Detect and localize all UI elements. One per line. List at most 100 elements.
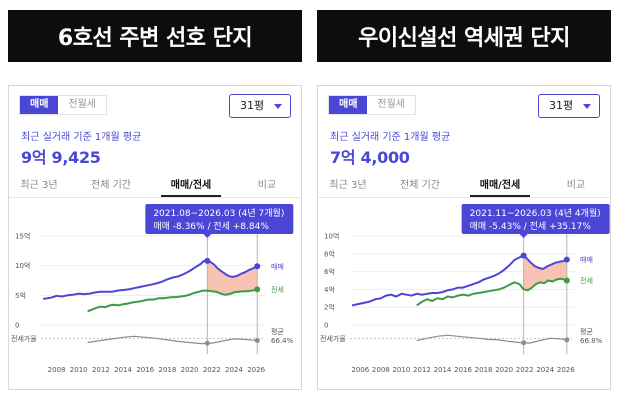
sale-legend-label: 매매	[271, 263, 284, 271]
segment-rent-button[interactable]: 전월세	[367, 96, 416, 114]
tooltip-change: 매매 -8.36% / 전세 +8.84%	[153, 221, 269, 232]
tab-compare[interactable]: 비교	[566, 180, 586, 191]
ratio-average-label: 평균	[271, 327, 284, 336]
gap-area	[523, 255, 567, 291]
tooltip-pointer	[519, 234, 528, 238]
x-tick-label: 2024	[225, 366, 243, 374]
active-tab-underline	[470, 195, 530, 197]
sale-line	[43, 259, 259, 300]
jeonse-line	[416, 277, 568, 307]
y-tick-label: 6억	[324, 268, 335, 276]
tab-divider	[318, 197, 610, 198]
period-tooltip: 2021.08~2026.03 (4년 7개월) 매매 -8.36% / 전세 +…	[145, 204, 294, 238]
period-tooltip: 2021.11~2026.03 (4년 4개월) 매매 -5.43% / 전세 +…	[461, 204, 610, 238]
y-tick-label: 8억	[324, 250, 335, 258]
sale-start-point	[520, 252, 527, 259]
x-tick-label: 2018	[159, 366, 177, 374]
x-tick-label: 2016	[454, 366, 472, 374]
price-card: 매매 전월세 31평 최근 실거래 기준 1개월 평균 9억 9,425 최근 …	[8, 85, 302, 390]
ratio-start-point	[521, 340, 527, 346]
x-tick-label: 2024	[536, 366, 554, 374]
x-tick-label: 2010	[70, 366, 88, 374]
tab-sale-jeonse[interactable]: 매매/전세	[479, 180, 521, 191]
tooltip-background	[145, 204, 294, 234]
jeonse-line	[87, 288, 258, 313]
tooltip-period: 2021.08~2026.03 (4년 7개월)	[153, 207, 284, 219]
period-tabs: 최근 3년 전체 기간 매매/전세 비교	[9, 176, 301, 200]
price-caption: 최근 실거래 기준 1개월 평균	[21, 132, 142, 143]
tab-divider	[9, 197, 301, 198]
ratio-average-value: 66.4%	[271, 337, 294, 345]
chevron-down-icon	[274, 104, 282, 109]
price-chart: 10억 8억 6억 4억 2억 0 매매 전세 전세가율 평균 66.8% 2006 2008 2010 2…	[318, 202, 610, 386]
tab-compare[interactable]: 비교	[257, 180, 277, 191]
ratio-end-point	[254, 337, 260, 343]
x-tick-label: 2008	[372, 366, 390, 374]
segment-sale-button[interactable]: 매매	[20, 96, 59, 114]
price-caption: 최근 실거래 기준 1개월 평균	[330, 132, 451, 143]
y-tick-label: 0	[15, 322, 19, 330]
y-tick-label: 5억	[15, 292, 26, 300]
x-tick-label: 2026	[247, 366, 265, 374]
y-tick-label: 4억	[324, 286, 335, 294]
x-tick-label: 2026	[557, 366, 575, 374]
y-tick-label: 15억	[15, 233, 30, 241]
sale-line	[351, 254, 569, 307]
area-size-select[interactable]: 31평	[538, 94, 600, 118]
jeonse-end-point	[254, 286, 261, 293]
tooltip-period: 2021.11~2026.03 (4년 4개월)	[470, 207, 601, 219]
period-tabs: 최근 3년 전체 기간 매매/전세 비교	[318, 176, 610, 200]
x-tick-label: 2006	[351, 366, 369, 374]
segment-sale-button[interactable]: 매매	[329, 96, 368, 114]
segment-rent-button[interactable]: 전월세	[58, 96, 107, 114]
x-tick-label: 2018	[475, 366, 493, 374]
x-tick-label: 2010	[392, 366, 410, 374]
trade-type-toggle: 매매 전월세	[328, 95, 417, 115]
sale-end-point	[254, 263, 261, 270]
ratio-line	[416, 334, 567, 344]
y-tick-label: 0	[324, 322, 328, 330]
jeonse-legend-label: 전세	[271, 285, 284, 294]
chevron-down-icon	[583, 104, 591, 109]
x-tick-label: 2008	[48, 366, 66, 374]
ratio-line	[87, 335, 258, 345]
comparison-panel-ui-sinseol: 우이신설선 역세권 단지 매매 전월세 31평 최근 실거래 기준 1개월 평균…	[313, 0, 615, 400]
banner-title: 우이신설선 역세권 단지	[317, 10, 611, 62]
jeonse-end-point	[563, 277, 570, 284]
average-price: 7억 4,000	[330, 148, 410, 167]
x-tick-label: 2014	[434, 366, 452, 374]
area-size-value: 31평	[549, 99, 574, 112]
tab-recent-3y[interactable]: 최근 3년	[20, 180, 58, 191]
jeonse-legend-label: 전세	[580, 276, 593, 285]
trade-type-toggle: 매매 전월세	[19, 95, 108, 115]
x-tick-label: 2020	[495, 366, 513, 374]
sale-start-point	[204, 257, 211, 264]
x-tick-label: 2012	[92, 366, 110, 374]
tab-all-period[interactable]: 전체 기간	[91, 180, 131, 191]
area-size-select[interactable]: 31평	[229, 94, 291, 118]
average-price: 9억 9,425	[21, 148, 101, 167]
active-tab-underline	[161, 195, 221, 197]
tooltip-change: 매매 -5.43% / 전세 +35.17%	[470, 221, 592, 232]
ratio-average-value: 66.8%	[580, 337, 603, 345]
ratio-label: 전세가율	[320, 334, 346, 343]
sale-legend-label: 매매	[580, 256, 593, 264]
area-size-value: 31평	[240, 99, 265, 112]
x-tick-label: 2022	[516, 366, 534, 374]
x-tick-label: 2020	[181, 366, 199, 374]
x-tick-label: 2016	[136, 366, 154, 374]
tab-sale-jeonse[interactable]: 매매/전세	[170, 180, 212, 191]
tab-all-period[interactable]: 전체 기간	[400, 180, 440, 191]
y-tick-label: 2억	[324, 304, 335, 312]
tab-recent-3y[interactable]: 최근 3년	[329, 180, 367, 191]
comparison-panel-line6: 6호선 주변 선호 단지 매매 전월세 31평 최근 실거래 기준 1개월 평균…	[4, 0, 306, 400]
y-tick-label: 10억	[324, 233, 339, 241]
tooltip-background	[461, 204, 610, 234]
y-tick-label: 10억	[15, 262, 30, 270]
ratio-end-point	[564, 337, 570, 343]
banner-title: 6호선 주변 선호 단지	[8, 10, 302, 62]
x-tick-label: 2014	[114, 366, 132, 374]
price-chart: 15억 10억 5억 0 매매 전세 전세가율 평균 66.4% 2008 2010 2012 2014…	[9, 202, 301, 386]
